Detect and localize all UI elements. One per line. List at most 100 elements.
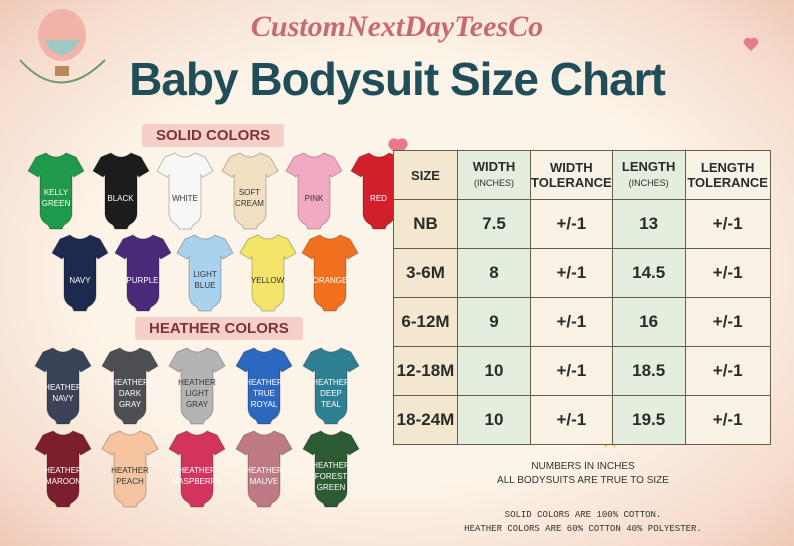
bodysuit: HEATHER LIGHT GRAY bbox=[168, 345, 226, 425]
bodysuit-label: KELLY GREEN bbox=[41, 188, 71, 208]
table-row: 12-18M 10 +/-1 18.5 +/-1 bbox=[393, 346, 771, 396]
title: Baby Bodysuit Size Chart bbox=[129, 53, 666, 105]
bodysuit-shape bbox=[34, 347, 92, 425]
table-cell: 10 bbox=[457, 395, 531, 445]
bodysuit: YELLOW bbox=[238, 232, 297, 312]
bodysuit: HEATHER TRUE ROYAL bbox=[235, 345, 293, 425]
table-cell: 6-12M bbox=[393, 297, 458, 347]
bodysuit-shape bbox=[91, 152, 150, 230]
bodysuit-shape bbox=[235, 347, 293, 425]
bodysuit-label: HEATHER MAROON bbox=[44, 466, 82, 486]
bodysuit-label: PINK bbox=[304, 193, 324, 203]
bodysuit-label: HEATHER RASPBERRY bbox=[172, 466, 222, 486]
bodysuit-label: ORANGE bbox=[312, 275, 348, 285]
table-cell: +/-1 bbox=[530, 346, 613, 396]
brand: CustomNextDayTeesCo bbox=[250, 10, 544, 43]
table-cell: 12-18M bbox=[393, 346, 458, 396]
bodysuit-shape bbox=[285, 152, 343, 230]
bodysuit-shape bbox=[113, 234, 172, 312]
bodysuit-label: HEATHER LIGHT GRAY bbox=[178, 377, 216, 409]
table-cell: +/-1 bbox=[684, 297, 771, 347]
bodysuit-label: HEATHER PEACH bbox=[111, 466, 149, 486]
bodysuit-shape bbox=[220, 152, 279, 230]
fabric-notes: SOLID COLORS ARE 100% COTTON. HEATHER CO… bbox=[393, 508, 773, 536]
bodysuit-label: HEATHER DARK GRAY bbox=[111, 377, 149, 409]
column-header: WIDTH TOLERANCE bbox=[530, 150, 613, 200]
bodysuit-shape bbox=[168, 430, 226, 508]
bodysuit: HEATHER DEEP TEAL bbox=[302, 345, 360, 425]
section-heading: SOLID COLORS bbox=[142, 124, 285, 147]
table-row: 18-24M 10 +/-1 19.5 +/-1 bbox=[393, 395, 771, 445]
bodysuit-shape bbox=[235, 430, 293, 508]
table-cell: +/-1 bbox=[530, 395, 613, 445]
table-cell: 10 bbox=[457, 346, 531, 396]
size-table: SIZE WIDTH (INCHES) WIDTH TOLERANCE LENGTH (I… bbox=[393, 150, 771, 445]
bodysuit-label: LIGHT BLUE bbox=[193, 270, 217, 290]
table-cell: +/-1 bbox=[684, 395, 771, 445]
bodysuit-label: BLACK bbox=[107, 193, 134, 203]
table-cell: 16 bbox=[611, 297, 686, 347]
bodysuit-label: HEATHER TRUE ROYAL bbox=[245, 377, 283, 409]
bodysuit-shape bbox=[238, 234, 297, 312]
fabric-note: SOLID COLORS ARE 100% COTTON. bbox=[504, 510, 662, 520]
bodysuit: WHITE bbox=[156, 150, 214, 230]
table-cell: +/-1 bbox=[684, 199, 771, 249]
bodysuit: HEATHER PEACH bbox=[101, 428, 159, 508]
section-heading: HEATHER COLORS bbox=[135, 317, 303, 340]
bodysuit: PINK bbox=[285, 150, 343, 230]
header-unit: (INCHES) bbox=[628, 178, 669, 188]
bodysuit: HEATHER MAROON bbox=[34, 428, 92, 508]
table-cell: 8 bbox=[457, 248, 531, 298]
table-row: 6-12M 9 +/-1 16 +/-1 bbox=[393, 297, 771, 347]
bodysuit: HEATHER DARK GRAY bbox=[101, 345, 159, 425]
bodysuit-shape bbox=[349, 152, 408, 230]
bodysuit-label: WHITE bbox=[172, 193, 198, 203]
column-header: WIDTH (INCHES) bbox=[457, 150, 531, 200]
bodysuit: PURPLE bbox=[113, 232, 172, 312]
header-title: SIZE bbox=[411, 167, 440, 183]
table-cell: 3-6M bbox=[393, 248, 458, 298]
bodysuit-label: HEATHER DEEP TEAL bbox=[312, 377, 350, 409]
bodysuit: HEATHER FOREST GREEN bbox=[302, 428, 360, 508]
fabric-note: HEATHER COLORS ARE 60% COTTON 40% POLYES… bbox=[464, 524, 702, 534]
bodysuit: HEATHER MAUVE bbox=[235, 428, 293, 508]
table-row: 3-6M 8 +/-1 14.5 +/-1 bbox=[393, 248, 771, 298]
bodysuit: HEATHER NAVY bbox=[34, 345, 92, 425]
note: NUMBERS IN INCHES bbox=[531, 461, 635, 472]
bodysuit-label: HEATHER MAUVE bbox=[245, 466, 283, 486]
header-title: WIDTH bbox=[472, 159, 516, 174]
bodysuit-label: HEATHER NAVY bbox=[44, 383, 82, 403]
table-cell: 18.5 bbox=[611, 346, 686, 396]
table-cell: +/-1 bbox=[530, 248, 613, 298]
bodysuit-shape bbox=[156, 152, 214, 230]
table-row: NB 7.5 +/-1 13 +/-1 bbox=[393, 199, 771, 249]
bodysuit: LIGHT BLUE bbox=[176, 232, 234, 312]
bodysuit: HEATHER RASPBERRY bbox=[168, 428, 226, 508]
table-cell: 18-24M bbox=[393, 395, 458, 445]
table-cell: 9 bbox=[457, 297, 531, 347]
bodysuit-label: RED bbox=[370, 193, 387, 203]
bodysuit-shape bbox=[168, 347, 226, 425]
header-title: LENGTH TOLERANCE bbox=[687, 160, 768, 190]
table-cell: +/-1 bbox=[684, 346, 771, 396]
table-cell: +/-1 bbox=[530, 199, 613, 249]
bodysuit-label: PURPLE bbox=[126, 275, 159, 285]
table-cell: 13 bbox=[611, 199, 686, 249]
bodysuit-shape bbox=[101, 430, 159, 508]
bodysuit: ORANGE bbox=[301, 232, 359, 312]
column-header: SIZE bbox=[393, 150, 458, 200]
note: ALL BODYSUITS ARE TRUE TO SIZE bbox=[497, 475, 669, 486]
bodysuit-label: YELLOW bbox=[250, 275, 285, 285]
bodysuit-shape bbox=[51, 234, 109, 312]
table-cell: 19.5 bbox=[611, 395, 686, 445]
bodysuit-shape bbox=[101, 347, 159, 425]
bodysuit-label: NAVY bbox=[69, 275, 91, 285]
bodysuit: KELLY GREEN bbox=[27, 150, 85, 230]
header-title: WIDTH TOLERANCE bbox=[531, 160, 612, 190]
bodysuit-label: HEATHER FOREST GREEN bbox=[312, 460, 350, 492]
bodysuit-shape bbox=[302, 347, 360, 425]
header-unit: (INCHES) bbox=[474, 178, 514, 188]
table-cell: 7.5 bbox=[457, 199, 531, 249]
bodysuit: BLACK bbox=[91, 150, 150, 230]
